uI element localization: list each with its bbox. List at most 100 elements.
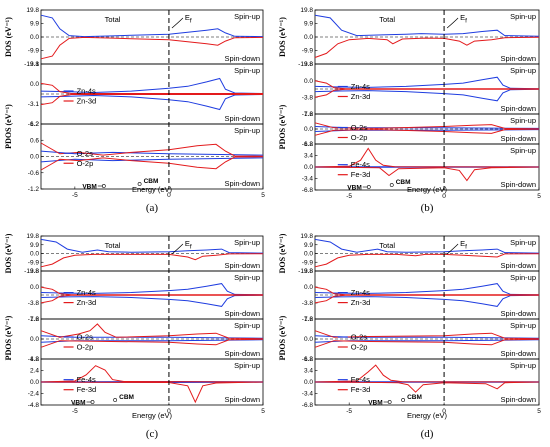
legend-item: O-2p <box>63 159 94 168</box>
subplot-total: 19.89.90.0-9.9-19.8Spin-upSpin-downTotal… <box>24 233 264 275</box>
series-total-spin-up <box>314 14 540 37</box>
spin-down-label: Spin-down <box>225 309 260 318</box>
series-zn-3d-spin-up <box>314 286 539 296</box>
y-tick-label: 9.9 <box>304 21 313 28</box>
x-tick-label: 0 <box>167 408 171 415</box>
series-zn-3d-spin-down <box>40 94 263 106</box>
y-tick-label: -1.2 <box>302 141 314 148</box>
y-tick-label: 2.4 <box>30 368 39 375</box>
cbm-label: CBM <box>144 178 159 185</box>
fermi-label: E <box>460 13 465 22</box>
y-tick-label: -1.2 <box>302 356 314 363</box>
spin-up-label: Spin-up <box>510 361 536 370</box>
fermi-subscript: f <box>465 244 467 251</box>
chart-panel-c: 19.89.90.0-9.9-19.8Spin-upSpin-downTotal… <box>4 233 265 440</box>
series-zn-4s-spin-down <box>314 294 540 307</box>
y-tick-label: 0.0 <box>30 251 39 258</box>
cbm-label: CBM <box>407 394 422 401</box>
y-tick-label: 0.0 <box>304 164 313 171</box>
series-fe-3d-spin-down <box>314 166 540 182</box>
spin-down-label: Spin-down <box>501 104 536 113</box>
y-tick-label: 3.8 <box>30 268 39 275</box>
legend-label: Zn-4s <box>351 82 370 91</box>
spin-up-label: Spin-up <box>234 126 260 135</box>
y-tick-label: 4.8 <box>30 356 39 363</box>
spin-down-label: Spin-down <box>501 349 536 358</box>
y-tick-label: 0.0 <box>30 81 39 88</box>
legend-item: O-2s <box>337 123 368 132</box>
y-tick-label: 6.8 <box>304 356 313 363</box>
fermi-subscript: f <box>190 244 192 251</box>
y-tick-label: 0.0 <box>304 336 313 343</box>
cbm-marker <box>389 183 394 187</box>
fermi-arrow <box>446 243 459 255</box>
y-tick-label: 0.0 <box>304 126 313 133</box>
y-tick-label: 19.8 <box>300 233 313 240</box>
legend-label: Zn-3d <box>77 97 97 106</box>
total-label: Total <box>379 241 395 250</box>
y-tick-label: -0.6 <box>28 170 40 177</box>
spin-up-label: Spin-up <box>510 238 536 247</box>
panel-label: (b) <box>421 202 434 214</box>
legend-label: Zn-3d <box>351 298 371 307</box>
legend-label: O-2p <box>351 343 368 352</box>
x-tick-label: -5 <box>346 193 352 200</box>
y-tick-label: 3.8 <box>304 61 313 68</box>
y-tick-label: -6.8 <box>302 187 314 194</box>
cbm-label: CBM <box>119 394 134 401</box>
legend-item: O-2p <box>63 343 93 352</box>
spin-down-label: Spin-down <box>225 179 260 188</box>
x-tick-label: 5 <box>261 408 265 415</box>
subplot-o: 1.2 0.0 -1.2 O-2sO-2p Spin-up Spin-down <box>302 316 540 363</box>
spin-up-label: Spin-up <box>234 273 260 282</box>
legend-item: Fe-3d <box>337 170 371 179</box>
series-zn-4s-spin-down <box>40 94 264 111</box>
pdos-axis-label: PDOS (eV⁻¹) <box>278 315 287 360</box>
subplot-total: 19.89.90.0-9.9-19.8Spin-upSpin-downTotal… <box>24 7 264 68</box>
legend-item: Fe-3d <box>63 385 96 394</box>
series-zn-4s-spin-up <box>40 283 264 296</box>
fermi-arrow <box>171 243 184 255</box>
legend-label: O-2p <box>351 133 368 142</box>
spin-down-label: Spin-down <box>501 134 536 143</box>
legend-label: O-2p <box>77 159 94 168</box>
y-tick-label: 3.1 <box>30 61 39 68</box>
x-axis-label: Energy (eV) <box>407 411 448 420</box>
legend-label: O-2s <box>351 123 368 132</box>
y-tick-label: -19.8 <box>298 268 313 275</box>
y-tick-label: -6.8 <box>302 402 314 409</box>
chart-panel-a: 19.8 9.9 0.0 -9.9 -19.8 Spin-up Spin-down Total… <box>4 7 265 214</box>
spin-up-label: Spin-up <box>234 361 260 370</box>
series-o-2p-spin-down <box>314 338 540 348</box>
x-axis-label: Energy (eV) <box>407 185 448 194</box>
series-o-2p-spin-down <box>314 128 540 136</box>
series-fe-3d-spin-up <box>314 147 540 168</box>
y-tick-label: 0.0 <box>30 154 39 161</box>
legend-label: Zn-3d <box>351 92 371 101</box>
y-tick-label: -7.6 <box>28 316 40 323</box>
series-zn-4s-spin-up <box>314 76 540 90</box>
legend-item: Zn-4s <box>63 288 96 297</box>
fermi-subscript: f <box>465 18 467 25</box>
cbm-marker <box>137 182 142 186</box>
y-tick-label: -19.8 <box>298 61 313 68</box>
x-tick-label: 5 <box>261 192 265 199</box>
y-tick-label: 19.8 <box>300 7 313 14</box>
series-zn-4s-spin-down <box>40 294 264 307</box>
spin-down-label: Spin-down <box>225 114 260 123</box>
dos-axis-label: DOS (eV⁻¹) <box>278 17 287 57</box>
series-zn-3d-spin-up <box>314 80 539 90</box>
chart-panel-d: 19.89.90.0-9.9-19.8Spin-upSpin-downTotal… <box>278 233 541 440</box>
legend-label: Fe-3d <box>351 170 371 179</box>
y-tick-label: 0.0 <box>304 34 313 41</box>
y-tick-label: 3.8 <box>304 268 313 275</box>
spin-down-label: Spin-down <box>225 349 260 358</box>
cbm-label: CBM <box>396 179 411 186</box>
x-tick-label: 0 <box>442 193 446 200</box>
y-tick-label: -19.8 <box>24 268 39 275</box>
series-total-spin-down <box>314 36 540 58</box>
fermi-arrow <box>171 17 184 29</box>
